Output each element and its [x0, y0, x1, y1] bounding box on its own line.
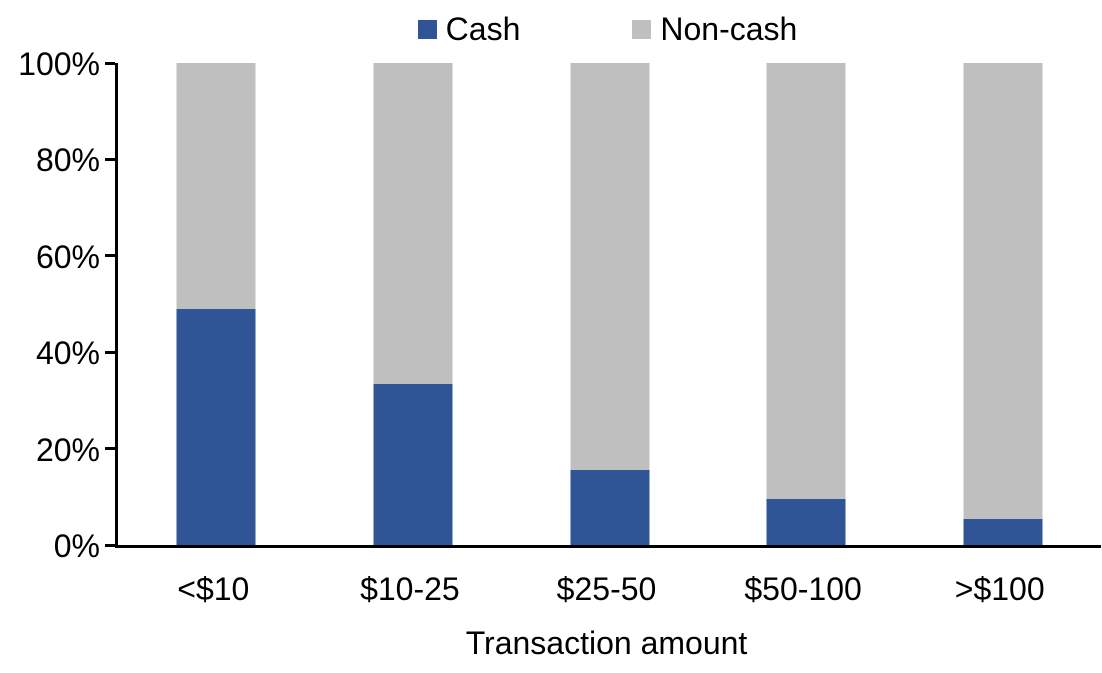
x-tick-label: $10-25: [360, 571, 460, 607]
y-tick-mark: [105, 61, 115, 65]
bar-segment-cash: [963, 518, 1043, 545]
y-tick-mark: [105, 254, 115, 258]
y-tick-mark: [105, 350, 115, 354]
y-tick-label: 0%: [53, 528, 100, 564]
y-tick-mark: [105, 157, 115, 161]
bar-segment-cash: [570, 470, 649, 545]
bar-segment-non-cash: [963, 63, 1043, 519]
legend-item-noncash: Non-cash: [632, 13, 797, 45]
x-tick-label: $25-50: [556, 571, 657, 607]
y-tick-label: 20%: [35, 431, 100, 468]
x-axis-title: Transaction amount: [465, 625, 748, 661]
plot-area: [105, 61, 1101, 548]
bar-segment-cash: [176, 308, 256, 545]
y-tick-mark: [105, 543, 115, 547]
bar-group: [373, 63, 453, 545]
x-axis: <$10 $10-25 $25-50 $50-100 >$100: [115, 573, 1098, 609]
cash-swatch-icon: [417, 19, 437, 39]
x-tick-label: $50-100: [744, 571, 862, 607]
bar-segment-non-cash: [373, 63, 453, 384]
y-tick-label: 100%: [18, 46, 100, 82]
bar-segment-cash: [766, 499, 846, 545]
noncash-swatch-icon: [632, 19, 652, 39]
legend-label-cash: Cash: [445, 11, 521, 47]
legend-item-cash: Cash: [417, 11, 521, 47]
y-tick-label: 80%: [35, 142, 100, 179]
y-tick-label: 40%: [35, 335, 100, 372]
y-tick-mark: [105, 447, 115, 451]
x-tick-label: <$10: [177, 571, 250, 607]
legend: Cash Non-cash: [115, 12, 1100, 46]
bar-group: [766, 63, 846, 545]
bar-segment-non-cash: [176, 63, 256, 309]
x-tick-label: >$100: [954, 571, 1045, 607]
legend-label-noncash: Non-cash: [660, 11, 798, 47]
bar-segment-non-cash: [766, 63, 846, 500]
bar-group: [570, 63, 649, 545]
bar-segment-cash: [373, 383, 453, 545]
bar-group: [176, 63, 256, 545]
y-tick-label: 60%: [35, 238, 100, 275]
bar-segment-non-cash: [570, 63, 649, 471]
bar-group: [963, 63, 1043, 545]
